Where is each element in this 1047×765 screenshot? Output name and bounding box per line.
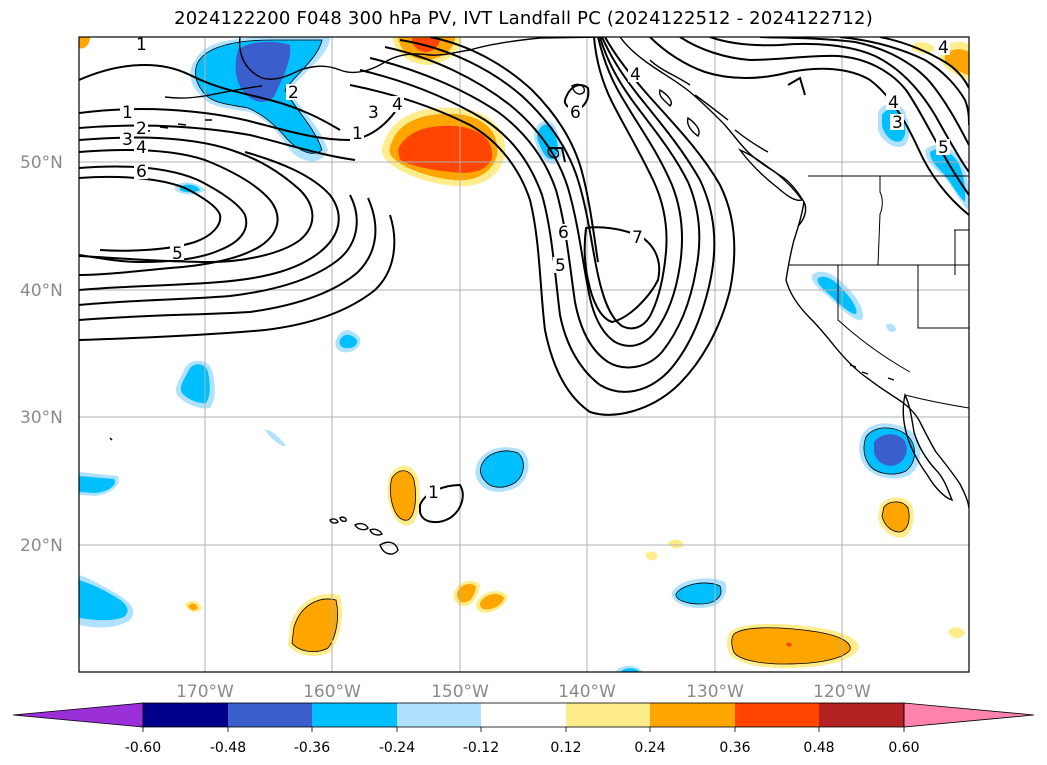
longitude-labels: 170°W 160°W 150°W 140°W 130°W 120°W (176, 682, 871, 702)
colorbar: -0.60 -0.48 -0.36 -0.24 -0.12 0.12 0.24 … (12, 702, 1035, 756)
contour-label: 2 (288, 83, 299, 103)
lat-label: 40°N (20, 281, 63, 301)
gridlines (79, 37, 969, 672)
contour-label: 4 (630, 65, 641, 85)
latitude-labels: 50°N 40°N 30°N 20°N (20, 153, 63, 556)
map-title: 2024122200 F048 300 hPa PV, IVT Landfall… (174, 8, 873, 29)
colorbar-segment (312, 703, 397, 727)
contour-label: 6 (558, 223, 569, 243)
colorbar-tick-label: -0.60 (125, 740, 161, 756)
colorbar-tick-label: 0.24 (634, 740, 665, 756)
contour-label: 6 (136, 162, 147, 182)
shaded-anomalies (79, 37, 969, 672)
contour-label: 1 (122, 103, 133, 123)
contour-label: 4 (888, 93, 899, 113)
contour-label: 5 (172, 244, 183, 264)
colorbar-min-extension (12, 702, 144, 728)
contour-label: 5 (938, 138, 949, 158)
lon-label: 170°W (176, 682, 234, 702)
lon-label: 160°W (303, 682, 361, 702)
lat-label: 50°N (20, 153, 63, 173)
map-frame (78, 36, 970, 673)
contour-labels: 1 1 2 3 4 6 5 2 3 4 1 6 6 5 (120, 35, 950, 503)
colorbar-segment (566, 703, 650, 727)
contour-label: 3 (122, 130, 133, 150)
colorbar-max-extension (903, 702, 1035, 728)
political-borders (788, 175, 969, 409)
colorbar-tick-label: 0.48 (803, 740, 834, 756)
contour-label: 3 (368, 103, 379, 123)
colorbar-tick-label: -0.12 (463, 740, 499, 756)
contour-label: 5 (555, 256, 566, 276)
lat-label: 30°N (20, 408, 63, 428)
colorbar-segment (143, 703, 228, 727)
lat-label: 20°N (20, 536, 63, 556)
colorbar-segment (735, 703, 819, 727)
contour-lines (79, 37, 969, 524)
map-layers: 1 1 2 3 4 6 5 2 3 4 1 6 6 5 (79, 35, 969, 672)
contour-label: 1 (428, 483, 439, 503)
contour-label: 2 (136, 119, 147, 139)
contour-label: 7 (632, 228, 643, 248)
colorbar-tick-label: -0.24 (379, 740, 415, 756)
colorbar-tick-label: 0.12 (550, 740, 581, 756)
colorbar-segment (397, 703, 481, 727)
colorbar-segment (228, 703, 312, 727)
colorbar-tick-label: 0.60 (888, 740, 919, 756)
contour-label: 4 (392, 95, 403, 115)
contour-label: 3 (892, 113, 903, 133)
contour-label: 1 (136, 35, 147, 55)
colorbar-segment (819, 703, 904, 727)
contour-label: 1 (352, 124, 363, 144)
lon-label: 140°W (558, 682, 616, 702)
map-area (79, 37, 969, 672)
contour-label: 4 (136, 138, 147, 158)
lon-label: 150°W (431, 682, 489, 702)
shading-outlines (195, 39, 915, 665)
contour-label: 6 (570, 103, 581, 123)
colorbar-tick-label: 0.36 (719, 740, 750, 756)
colorbar-tick-label: -0.36 (294, 740, 330, 756)
lon-label: 120°W (813, 682, 871, 702)
lon-label: 130°W (686, 682, 744, 702)
colorbar-segment (481, 703, 566, 727)
coastlines (109, 37, 969, 555)
colorbar-segment (650, 703, 735, 727)
colorbar-tick-label: -0.48 (210, 740, 246, 756)
contour-label: 4 (938, 38, 949, 58)
